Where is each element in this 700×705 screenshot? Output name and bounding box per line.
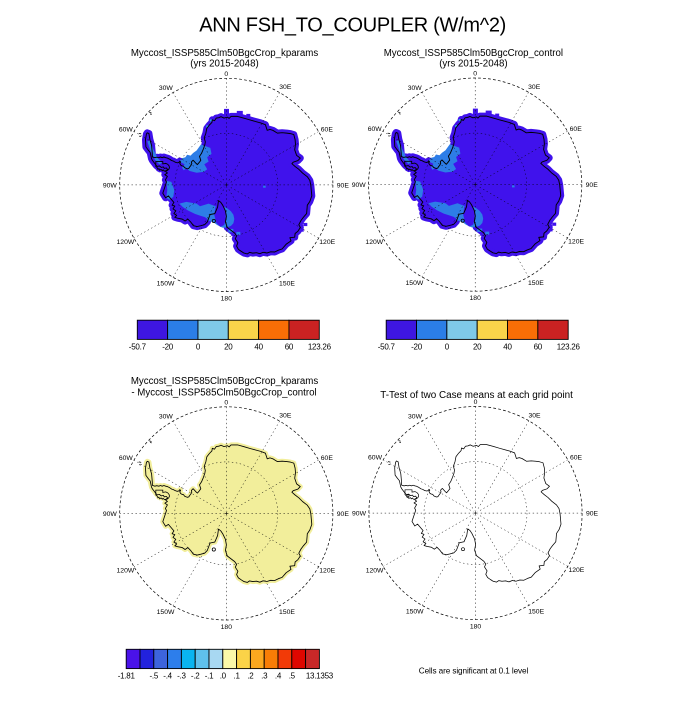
svg-text:-50.7: -50.7 [129, 343, 147, 352]
svg-text:-.2: -.2 [191, 672, 200, 681]
svg-text:Myccost_ISSP585Clm50BgcCrop_kp: Myccost_ISSP585Clm50BgcCrop_kparams [131, 376, 319, 387]
svg-text:90W: 90W [352, 510, 367, 517]
svg-text:120E: 120E [319, 239, 335, 246]
svg-text:30W: 30W [159, 414, 174, 421]
svg-text:30E: 30E [528, 84, 541, 91]
svg-text:0: 0 [196, 343, 201, 352]
svg-text:- Myccost_ISSP585Clm50BgcCrop_: - Myccost_ISSP585Clm50BgcCrop_control [131, 387, 316, 398]
svg-text:0: 0 [445, 343, 450, 352]
svg-text:0: 0 [224, 71, 228, 78]
svg-text:-1.81: -1.81 [118, 672, 136, 681]
svg-text:90E: 90E [337, 511, 350, 518]
svg-text:.5: .5 [289, 672, 296, 681]
svg-text:20: 20 [473, 343, 482, 352]
svg-text:60W: 60W [368, 126, 383, 133]
svg-text:150W: 150W [406, 280, 424, 287]
svg-text:60W: 60W [368, 454, 383, 461]
svg-text:Myccost_ISSP585Clm50BgcCrop_kp: Myccost_ISSP585Clm50BgcCrop_kparams [131, 48, 319, 59]
svg-text:T-Test of two Case means at ea: T-Test of two Case means at each grid po… [380, 390, 573, 401]
svg-text:60E: 60E [321, 126, 334, 133]
svg-text:13.1353: 13.1353 [306, 672, 334, 681]
svg-text:30E: 30E [528, 412, 541, 419]
svg-text:0: 0 [224, 400, 228, 407]
svg-text:150W: 150W [406, 609, 424, 616]
svg-text:150E: 150E [528, 280, 544, 287]
svg-text:.3: .3 [261, 672, 268, 681]
svg-text:90W: 90W [103, 182, 118, 189]
svg-text:60W: 60W [119, 126, 134, 133]
svg-text:-20: -20 [162, 343, 174, 352]
svg-text:.0: .0 [220, 672, 227, 681]
svg-text:123.26: 123.26 [557, 343, 581, 352]
svg-text:120E: 120E [568, 239, 584, 246]
svg-text:150W: 150W [157, 609, 175, 616]
svg-text:120E: 120E [319, 568, 335, 575]
svg-text:(yrs 2015-2048): (yrs 2015-2048) [439, 59, 507, 70]
svg-text:150E: 150E [279, 609, 295, 616]
svg-text:60W: 60W [119, 455, 134, 462]
svg-text:Cells are significant at 0.1 l: Cells are significant at 0.1 level [419, 666, 529, 675]
svg-text:40: 40 [254, 343, 263, 352]
svg-text:180: 180 [470, 624, 482, 631]
svg-text:90E: 90E [586, 182, 599, 189]
svg-text:30W: 30W [408, 85, 423, 92]
svg-text:-20: -20 [411, 343, 423, 352]
svg-text:90E: 90E [337, 182, 350, 189]
svg-text:120E: 120E [568, 567, 584, 574]
svg-text:180: 180 [221, 295, 233, 302]
svg-text:120W: 120W [117, 239, 135, 246]
svg-text:90W: 90W [352, 182, 367, 189]
svg-text:-.3: -.3 [177, 672, 186, 681]
svg-text:120W: 120W [366, 567, 384, 574]
svg-text:60: 60 [534, 343, 543, 352]
svg-text:.1: .1 [234, 672, 241, 681]
svg-text:60E: 60E [570, 126, 583, 133]
svg-text:.4: .4 [275, 672, 282, 681]
svg-text:90E: 90E [586, 510, 599, 517]
svg-text:(yrs 2015-2048): (yrs 2015-2048) [190, 59, 258, 70]
svg-text:30E: 30E [279, 84, 292, 91]
svg-text:Myccost_ISSP585Clm50BgcCrop_co: Myccost_ISSP585Clm50BgcCrop_control [384, 48, 563, 59]
svg-text:ANN FSH_TO_COUPLER (W/m^2): ANN FSH_TO_COUPLER (W/m^2) [199, 14, 506, 36]
svg-text:180: 180 [221, 624, 233, 631]
svg-text:-50.7: -50.7 [378, 343, 396, 352]
svg-text:60E: 60E [570, 454, 583, 461]
svg-text:120W: 120W [117, 568, 135, 575]
svg-text:20: 20 [224, 343, 233, 352]
svg-text:150E: 150E [528, 609, 544, 616]
svg-text:180: 180 [470, 295, 482, 302]
svg-text:90W: 90W [103, 511, 118, 518]
svg-text:60E: 60E [321, 455, 334, 462]
svg-text:-.1: -.1 [205, 672, 214, 681]
svg-text:40: 40 [503, 343, 512, 352]
svg-text:30W: 30W [159, 85, 174, 92]
svg-text:30E: 30E [279, 413, 292, 420]
svg-text:-.5: -.5 [150, 672, 159, 681]
svg-text:.2: .2 [247, 672, 254, 681]
svg-text:123.26: 123.26 [308, 343, 332, 352]
svg-text:0: 0 [474, 399, 478, 406]
svg-text:150W: 150W [157, 280, 175, 287]
svg-text:30W: 30W [408, 413, 423, 420]
svg-text:0: 0 [473, 71, 477, 78]
svg-text:60: 60 [285, 343, 294, 352]
svg-text:150E: 150E [279, 280, 295, 287]
svg-text:-.4: -.4 [163, 672, 172, 681]
svg-text:120W: 120W [365, 239, 383, 246]
